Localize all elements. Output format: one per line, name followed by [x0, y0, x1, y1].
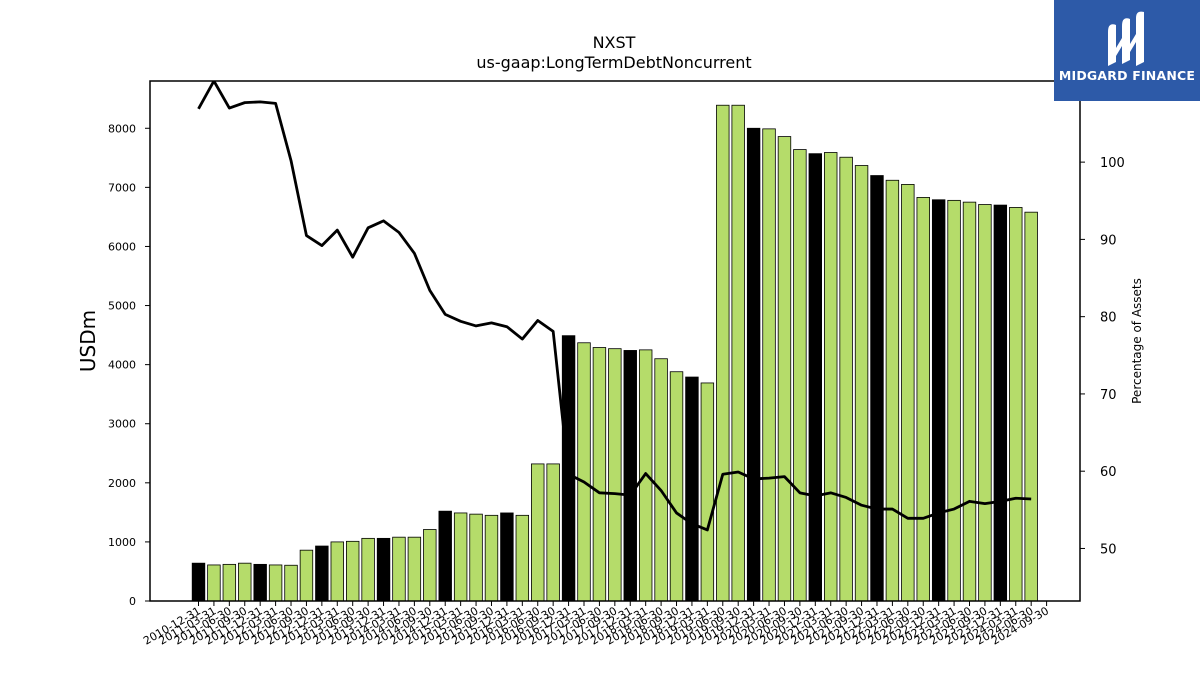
- y-axis-label: USDm: [76, 310, 100, 372]
- bar-2019-09-30: [731, 104, 745, 602]
- bar-2022-03-31: [885, 179, 900, 602]
- bar-2016-06-30: [531, 463, 545, 602]
- bar-2013-12-31: [376, 537, 391, 602]
- bar-2024-06-30: [1024, 211, 1038, 602]
- bar-2012-06-30: [284, 564, 298, 602]
- bar-2022-12-31: [931, 199, 946, 602]
- bar-2020-12-31: [808, 153, 823, 602]
- y2-tick-label: 90: [1100, 233, 1117, 248]
- bar-2017-12-31: [623, 350, 637, 602]
- bar-2019-12-31: [746, 127, 761, 602]
- bar-2023-12-31: [993, 204, 1008, 602]
- y-tick-label: 3000: [108, 418, 136, 431]
- bar-2022-09-30: [916, 197, 930, 602]
- y-tick-label: 0: [129, 595, 136, 608]
- bars-group: [191, 104, 1038, 602]
- bar-2024-03-31: [1009, 207, 1023, 602]
- bar-2023-03-31: [947, 199, 961, 602]
- bar-2017-09-30: [608, 348, 622, 602]
- logo-text: MIDGARD FINANCE: [1058, 68, 1196, 83]
- y-tick-label: 7000: [108, 181, 136, 194]
- bar-2015-03-31: [453, 512, 468, 602]
- bar-2012-12-31: [315, 545, 329, 602]
- bar-2018-12-31: [685, 376, 699, 602]
- chart-title: NXST: [593, 33, 636, 52]
- bar-2014-09-30: [423, 529, 437, 602]
- bar-2014-06-30: [407, 536, 422, 602]
- y2-tick-label: 50: [1100, 542, 1117, 557]
- bar-2011-12-31: [253, 563, 267, 602]
- chart-subtitle: us-gaap:LongTermDebtNoncurrent: [476, 53, 751, 72]
- bar-2013-06-30: [345, 540, 360, 602]
- y-tick-label: 8000: [108, 122, 136, 135]
- bar-2021-09-30: [854, 165, 869, 602]
- bar-2011-06-30: [222, 563, 237, 602]
- bar-2010-12-31: [191, 562, 206, 602]
- y2-tick-label: 70: [1100, 388, 1117, 403]
- bar-2022-06-30: [901, 184, 915, 602]
- bar-2017-06-30: [592, 347, 607, 602]
- bar-2012-03-31: [268, 564, 283, 602]
- midgard-finance-logo: MIDGARD FINANCE: [1054, 0, 1200, 101]
- x-axis: 2010-12-312011-03-312011-06-302011-09-30…: [141, 601, 1051, 648]
- percentage-of-assets-line: [197, 81, 1032, 532]
- y2-axis-label: Percentage of Assets: [1130, 278, 1144, 404]
- bar-2019-06-30: [716, 104, 730, 602]
- bar-2014-12-31: [438, 510, 452, 602]
- bar-2014-03-31: [392, 536, 406, 602]
- bar-2021-12-31: [870, 175, 884, 602]
- bar-2015-06-30: [469, 513, 483, 602]
- bar-2020-06-30: [777, 136, 792, 602]
- y-tick-label: 4000: [108, 359, 136, 372]
- bar-2011-09-30: [238, 562, 252, 602]
- bar-2023-06-30: [962, 201, 977, 602]
- bar-2021-06-30: [839, 156, 853, 602]
- bar-2015-09-30: [484, 514, 499, 602]
- bar-2015-12-31: [500, 512, 514, 602]
- bar-2018-09-30: [669, 371, 684, 602]
- bar-2016-03-31: [515, 514, 530, 602]
- right-y-axis: 50 60 70 80 90 100: [1080, 156, 1125, 557]
- y2-tick-label: 100: [1100, 156, 1125, 171]
- bar-2018-06-30: [654, 358, 668, 602]
- bar-2011-03-31: [207, 564, 221, 602]
- bar-2017-03-31: [577, 342, 591, 602]
- y-tick-label: 5000: [108, 300, 136, 313]
- bar-2012-09-30: [299, 549, 314, 602]
- y-tick-label: 1000: [108, 536, 136, 549]
- bar-2021-03-31: [824, 152, 838, 602]
- y2-tick-label: 60: [1100, 465, 1117, 480]
- bar-2020-09-30: [793, 149, 807, 602]
- y-tick-label: 2000: [108, 477, 136, 490]
- bar-2020-03-31: [762, 128, 776, 602]
- bar-2016-09-30: [546, 463, 560, 602]
- bar-2023-09-30: [978, 204, 992, 602]
- left-y-axis: 0 1000 2000 3000 4000 5000 6000 7000 8000: [108, 122, 150, 608]
- midgard-m-logo-icon: [1108, 11, 1144, 67]
- y2-tick-label: 80: [1100, 311, 1117, 326]
- y-tick-label: 6000: [108, 240, 136, 253]
- bar-2013-09-30: [361, 537, 375, 602]
- bar-2013-03-31: [330, 541, 344, 602]
- bar-2019-03-31: [700, 382, 715, 602]
